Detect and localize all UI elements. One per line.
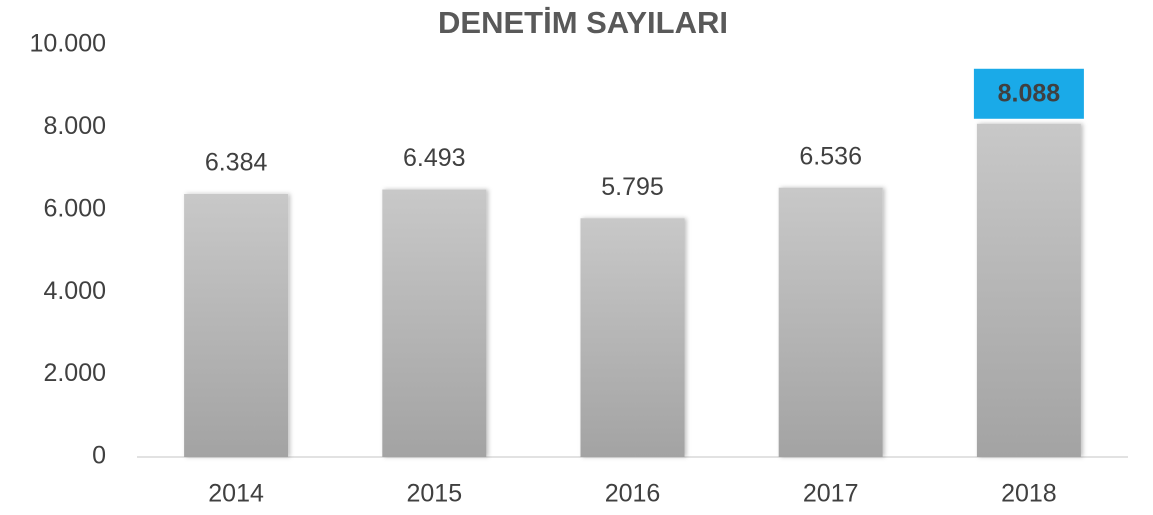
x-tick-label: 2015 bbox=[406, 480, 462, 508]
y-tick-label: 0 bbox=[92, 442, 106, 470]
y-tick-label: 4.000 bbox=[43, 277, 106, 305]
x-tick-label: 2017 bbox=[803, 480, 859, 508]
x-tick-label: 2018 bbox=[1001, 480, 1057, 508]
value-label-highlight bbox=[973, 68, 1084, 119]
value-label: 5.795 bbox=[601, 173, 664, 201]
x-tick-label: 2016 bbox=[605, 480, 661, 508]
value-label: 6.536 bbox=[799, 142, 862, 170]
chart-title: DENETİM SAYILARI bbox=[438, 5, 728, 40]
value-label: 6.384 bbox=[205, 149, 268, 177]
y-tick-label: 2.000 bbox=[43, 359, 106, 387]
value-label: 8.088 bbox=[998, 79, 1061, 107]
y-tick-label: 8.000 bbox=[43, 112, 106, 140]
y-tick-label: 6.000 bbox=[43, 194, 106, 222]
bar bbox=[778, 187, 883, 457]
bar bbox=[580, 218, 685, 457]
bar bbox=[184, 193, 289, 458]
y-tick-label: 10.000 bbox=[30, 30, 106, 58]
x-tick-label: 2014 bbox=[208, 480, 264, 508]
value-label: 6.493 bbox=[403, 144, 466, 172]
bar bbox=[976, 123, 1081, 457]
bar bbox=[382, 189, 487, 457]
